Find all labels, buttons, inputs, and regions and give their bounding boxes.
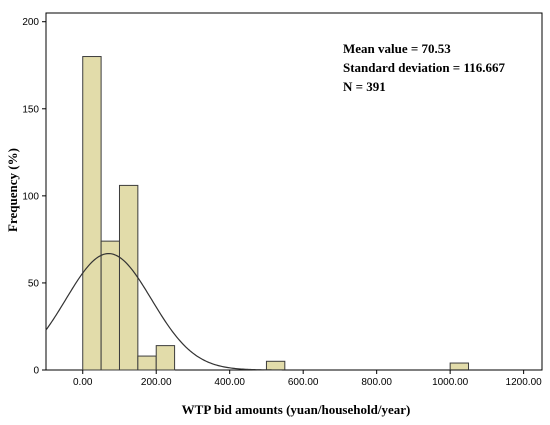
annotation-mean: Mean value = 70.53 (343, 41, 451, 56)
y-tick-label: 100 (22, 191, 39, 202)
y-tick-label: 200 (22, 17, 39, 28)
y-axis-ticks: 0 50 100 150 200 (22, 17, 46, 377)
x-tick-label: 400.00 (214, 377, 245, 388)
y-tick-label: 0 (33, 366, 39, 377)
x-tick-label: 200.00 (141, 377, 172, 388)
histogram-bar (118, 184, 139, 371)
annotation-std-dev: Standard deviation = 116.667 (343, 60, 505, 75)
histogram-bar (155, 345, 176, 371)
x-tick-label: 800.00 (361, 377, 392, 388)
histogram-bar (137, 355, 157, 371)
y-tick-label: 50 (28, 278, 40, 289)
x-tick-label: 1200.00 (506, 377, 543, 388)
x-axis-ticks: 0.00 200.00 400.00 600.00 800.00 1000.00 1200.… (73, 370, 542, 388)
histogram-bar (449, 362, 470, 371)
x-tick-label: 1000.00 (432, 377, 469, 388)
x-axis-title: WTP bid amounts (yuan/household/year) (182, 402, 411, 417)
histogram-bar (100, 240, 120, 371)
histogram-bar (82, 56, 102, 371)
x-tick-label: 0.00 (73, 377, 93, 388)
annotation-n: N = 391 (343, 79, 386, 94)
x-tick-label: 600.00 (288, 377, 319, 388)
y-tick-label: 150 (22, 104, 39, 115)
y-axis-title: Frequency (%) (5, 148, 20, 232)
histogram-bar (265, 360, 286, 371)
normal-distribution-curve (45, 252, 542, 371)
